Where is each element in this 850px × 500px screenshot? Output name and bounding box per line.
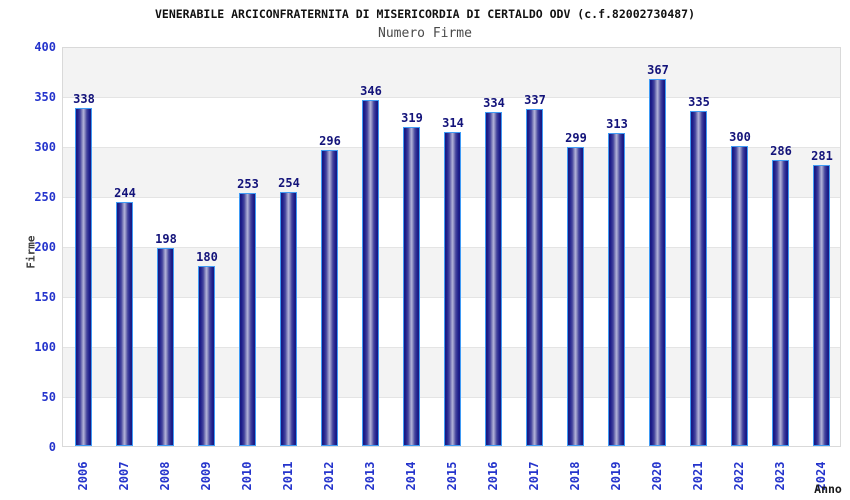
bar [813, 165, 830, 446]
bar-value-label: 319 [401, 111, 423, 125]
bar [485, 112, 502, 446]
x-tick-label: 2022 [732, 461, 746, 491]
x-tick-label: 2013 [363, 461, 377, 491]
x-tick-label: 2019 [609, 461, 623, 491]
x-tick-label: 2016 [486, 461, 500, 491]
x-tick-label: 2008 [158, 461, 172, 491]
y-tick-label: 350 [34, 90, 56, 104]
x-tick-label: 2015 [445, 461, 459, 491]
bar-value-label: 314 [442, 116, 464, 130]
bar [690, 111, 707, 446]
chart-subtitle: Numero Firme [378, 26, 472, 41]
bar [608, 133, 625, 446]
plot-area: 338 244 198 180 253 254 296 346 319 314 334 337 299 3… [62, 47, 841, 447]
bar [198, 266, 215, 446]
bar [280, 192, 297, 446]
bar-value-label: 313 [606, 117, 628, 131]
x-tick-label: 2011 [281, 461, 295, 491]
y-tick-label: 400 [34, 40, 56, 54]
bar [157, 248, 174, 446]
bar-value-label: 346 [360, 84, 382, 98]
x-tick-label: 2010 [240, 461, 254, 491]
bar-value-label: 300 [729, 130, 751, 144]
x-tick-label: 2014 [404, 461, 418, 491]
x-tick-label: 2023 [773, 461, 787, 491]
x-tick-label: 2007 [117, 461, 131, 491]
bar-value-label: 253 [237, 177, 259, 191]
x-axis-title: Anno [814, 482, 842, 496]
x-tick-label: 2006 [76, 461, 90, 491]
bar [567, 147, 584, 446]
bar-value-label: 367 [647, 63, 669, 77]
bar [403, 127, 420, 446]
bar-value-label: 286 [770, 144, 792, 158]
bar-value-label: 334 [483, 96, 505, 110]
x-tick-label: 2009 [199, 461, 213, 491]
y-axis-title: Firme [24, 235, 38, 269]
x-tick-label: 2018 [568, 461, 582, 491]
bar [444, 132, 461, 446]
y-tick-label: 100 [34, 340, 56, 354]
y-tick-label: 150 [34, 290, 56, 304]
bar-value-label: 254 [278, 176, 300, 190]
bar-value-label: 244 [114, 186, 136, 200]
chart-title: VENERABILE ARCICONFRATERNITA DI MISERICO… [154, 7, 696, 21]
x-tick-label: 2012 [322, 461, 336, 491]
bar [116, 202, 133, 446]
bar-value-label: 180 [196, 250, 218, 264]
bar-value-label: 335 [688, 95, 710, 109]
bar [75, 108, 92, 446]
bar [526, 109, 543, 446]
bar [362, 100, 379, 446]
bar-value-label: 281 [811, 149, 833, 163]
y-tick-label: 50 [41, 390, 56, 404]
bar-value-label: 338 [73, 92, 95, 106]
bar [649, 79, 666, 446]
x-tick-label: 2021 [691, 461, 705, 491]
bar-value-label: 198 [155, 232, 177, 246]
bar-value-label: 337 [524, 93, 546, 107]
bar [239, 193, 256, 446]
bar [772, 160, 789, 446]
y-tick-label: 250 [34, 190, 56, 204]
bar [321, 150, 338, 446]
bar [731, 146, 748, 446]
x-tick-label: 2017 [527, 461, 541, 491]
x-tick-label: 2020 [650, 461, 664, 491]
y-tick-label: 300 [34, 140, 56, 154]
bar-value-label: 296 [319, 134, 341, 148]
y-tick-label: 200 [34, 240, 56, 254]
y-tick-label: 0 [48, 440, 56, 454]
bar-value-label: 299 [565, 131, 587, 145]
